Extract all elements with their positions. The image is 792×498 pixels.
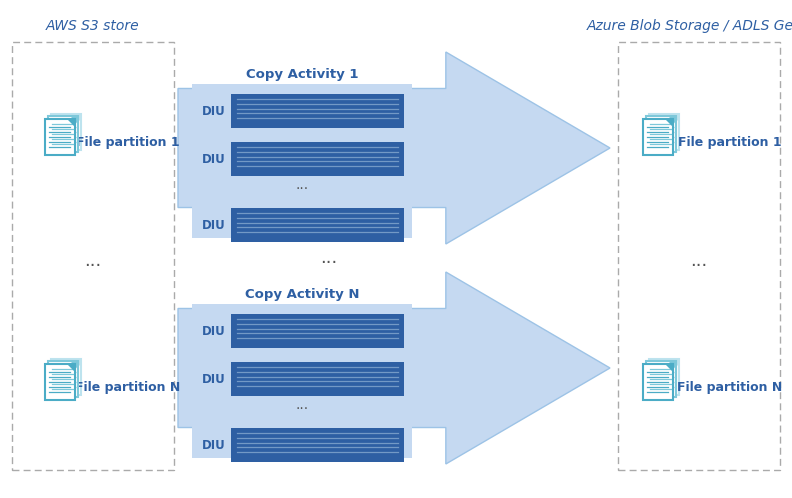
Polygon shape <box>665 119 673 127</box>
Polygon shape <box>178 272 610 464</box>
Bar <box>646 361 676 397</box>
Bar <box>12 42 174 470</box>
Polygon shape <box>178 52 610 244</box>
Text: ...: ... <box>691 252 707 270</box>
Polygon shape <box>70 361 78 369</box>
Polygon shape <box>665 364 673 372</box>
Bar <box>231 362 404 396</box>
Text: ...: ... <box>295 178 309 192</box>
Bar <box>618 42 780 470</box>
Text: File partition 1: File partition 1 <box>76 135 180 148</box>
Bar <box>192 304 412 458</box>
Text: DIU: DIU <box>202 373 226 385</box>
Polygon shape <box>73 359 81 367</box>
Text: ...: ... <box>85 252 101 270</box>
Bar <box>643 119 673 155</box>
Text: AWS S3 store: AWS S3 store <box>46 19 140 33</box>
Text: Copy Activity 1: Copy Activity 1 <box>246 68 358 81</box>
Text: ...: ... <box>321 249 338 267</box>
Bar <box>45 119 75 155</box>
Bar <box>51 359 81 395</box>
Text: DIU: DIU <box>202 439 226 452</box>
Bar <box>192 84 412 238</box>
Bar <box>45 364 75 400</box>
Text: DIU: DIU <box>202 105 226 118</box>
Polygon shape <box>668 116 676 124</box>
Text: File partition 1: File partition 1 <box>678 135 782 148</box>
Text: DIU: DIU <box>202 325 226 338</box>
Bar <box>48 116 78 152</box>
Bar <box>649 359 679 395</box>
Polygon shape <box>73 114 81 122</box>
Bar <box>231 428 404 462</box>
Bar <box>646 116 676 152</box>
Polygon shape <box>671 359 679 367</box>
Text: File partition N: File partition N <box>677 380 782 393</box>
Text: Azure Blob Storage / ADLS Gen2: Azure Blob Storage / ADLS Gen2 <box>587 19 792 33</box>
Polygon shape <box>70 116 78 124</box>
Bar <box>231 142 404 176</box>
Text: File partition N: File partition N <box>75 380 181 393</box>
Bar <box>231 208 404 242</box>
Polygon shape <box>671 114 679 122</box>
Text: Copy Activity N: Copy Activity N <box>245 287 360 300</box>
Polygon shape <box>67 119 75 127</box>
Bar <box>643 364 673 400</box>
Polygon shape <box>67 364 75 372</box>
Polygon shape <box>668 361 676 369</box>
Bar <box>231 314 404 348</box>
Bar <box>231 94 404 128</box>
Bar <box>48 361 78 397</box>
Text: DIU: DIU <box>202 152 226 165</box>
Bar <box>649 114 679 150</box>
Bar <box>51 114 81 150</box>
Text: ...: ... <box>295 398 309 412</box>
Text: DIU: DIU <box>202 219 226 232</box>
